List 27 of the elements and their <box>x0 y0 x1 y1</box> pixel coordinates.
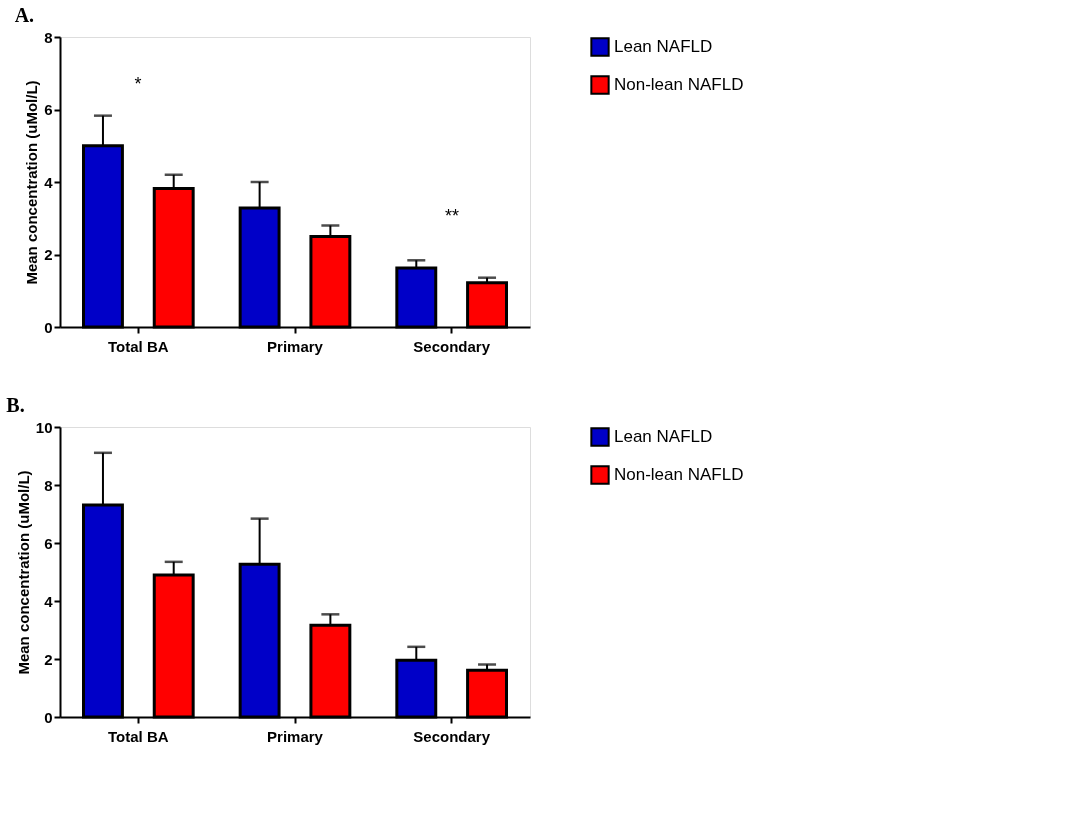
y-tick-label: 2 <box>44 246 53 263</box>
y-tick-label: 0 <box>44 318 53 336</box>
x-tick-label: Total BA <box>108 727 169 745</box>
chart-title: B. <box>6 394 25 416</box>
y-tick-label: 10 <box>35 418 53 436</box>
legend-label: Non-lean NAFLD <box>614 75 744 94</box>
y-axis-title: Mean concentration (uMol/L) <box>23 80 41 285</box>
chart-title: A. <box>14 4 35 26</box>
y-tick-label: 8 <box>44 28 53 46</box>
y-tick-label: 2 <box>44 650 53 668</box>
y-tick-label: 4 <box>44 592 54 610</box>
y-axis-title: Mean concentration (uMol/L) <box>14 470 32 675</box>
y-tick-label: 4 <box>44 173 54 191</box>
y-tick-label: 6 <box>44 101 53 118</box>
x-tick-label: Total BA <box>108 337 169 355</box>
annotation: ** <box>444 206 460 226</box>
x-tick-label: Secondary <box>413 727 491 745</box>
annotation: * <box>134 74 142 94</box>
x-tick-label: Primary <box>267 727 324 745</box>
legend-label: Lean NAFLD <box>614 427 713 446</box>
x-tick-label: Secondary <box>413 337 491 355</box>
y-tick-label: 8 <box>44 476 53 494</box>
legend-label: Lean NAFLD <box>614 37 713 56</box>
x-tick-label: Primary <box>267 337 324 355</box>
legend-label: Non-lean NAFLD <box>614 465 744 484</box>
y-tick-label: 0 <box>44 708 53 726</box>
y-tick-label: 6 <box>44 534 53 552</box>
